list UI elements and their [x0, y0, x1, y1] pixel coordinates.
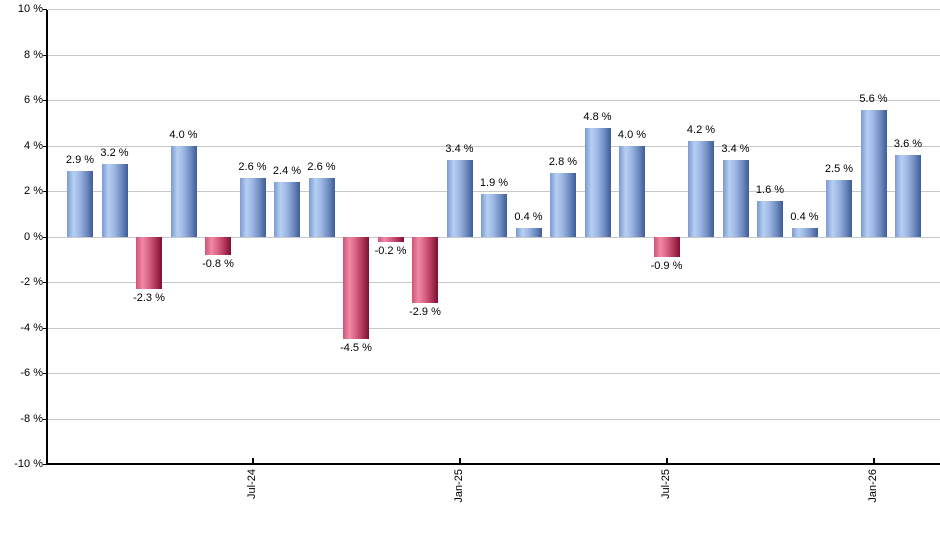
bar-value-label: 2.4 %: [272, 165, 302, 178]
bar-Aug-25: [688, 141, 714, 237]
gridline: [48, 100, 940, 101]
y-axis-tick: [43, 191, 47, 192]
bar-Nov-24: [377, 237, 404, 242]
bar-value-label: 4.2 %: [686, 124, 716, 137]
x-axis-tick-label: Jan-26: [866, 469, 879, 503]
bar-Apr-25: [550, 173, 576, 237]
bar-value-label: 0.4 %: [514, 210, 543, 223]
bar-Oct-25: [757, 200, 783, 237]
y-axis-tick: [43, 100, 47, 101]
y-axis-tick-label: 0 %: [24, 230, 43, 243]
bar-Mar-24: [101, 164, 128, 237]
bar-Aug-24: [274, 182, 300, 237]
bar-May-25: [584, 127, 611, 237]
bar-Jan-25: [446, 159, 473, 237]
bar-value-label: 3.6 %: [893, 138, 923, 151]
gridline: [48, 191, 940, 192]
gridline: [48, 418, 940, 420]
bar-value-label: 4.0 %: [169, 129, 198, 141]
y-axis-tick-label: 6 %: [24, 94, 43, 106]
bar-Jun-24: [205, 237, 231, 256]
bar-value-label: 1.9 %: [479, 176, 509, 189]
y-axis-tick-label: -8 %: [20, 412, 43, 425]
bar-value-label: -2.3 %: [133, 292, 165, 305]
bar-Sep-25: [722, 159, 749, 237]
y-axis-tick: [43, 54, 47, 56]
bar-value-label: 1.6 %: [755, 183, 785, 196]
gridline: [48, 327, 940, 329]
y-axis-tick: [43, 418, 47, 420]
bar-Jun-25: [619, 146, 645, 237]
bar-value-label: -0.2 %: [374, 244, 407, 257]
gridline: [48, 54, 940, 56]
bar-Feb-25: [481, 193, 507, 237]
y-axis-tick-label: 8 %: [24, 48, 43, 61]
bar-value-label: -0.9 %: [650, 260, 683, 273]
bar-value-label: 2.8 %: [548, 156, 578, 169]
bar-value-label: 2.9 %: [65, 154, 95, 167]
y-axis-tick: [43, 464, 47, 465]
y-axis-tick: [43, 373, 47, 374]
y-axis-tick: [43, 327, 47, 329]
bar-Sep-24: [308, 177, 335, 237]
gridline: [48, 236, 940, 238]
x-axis-tick-label: Jan-25: [452, 469, 465, 503]
bar-value-label: -2.9 %: [409, 305, 441, 318]
x-axis-tick: [872, 458, 875, 464]
bar-value-label: 4.0 %: [617, 129, 647, 141]
bar-Feb-24: [67, 171, 93, 237]
y-axis-tick: [43, 145, 47, 147]
bar-value-label: 2.6 %: [238, 160, 267, 173]
bar-value-label: 3.4 %: [445, 142, 474, 155]
bar-Nov-25: [791, 227, 818, 237]
bar-Jan-26: [860, 109, 887, 237]
x-axis-tick-label: Jul-24: [245, 469, 258, 499]
gridline: [48, 9, 940, 10]
bar-Apr-24: [136, 237, 162, 290]
x-axis-tick-label: Jul-25: [659, 469, 672, 499]
y-axis-tick-label: -10 %: [14, 458, 43, 470]
bar-value-label: 2.6 %: [307, 160, 336, 173]
y-axis-tick-label: -6 %: [20, 367, 43, 379]
gridline: [48, 282, 940, 283]
bar-Dec-24: [412, 237, 438, 303]
bar-Jul-25: [653, 237, 680, 258]
x-axis-tick: [665, 458, 668, 464]
bar-value-label: -4.5 %: [340, 342, 372, 355]
bar-value-label: 4.8 %: [583, 110, 612, 123]
bar-Feb-26: [895, 155, 921, 237]
y-axis-tick-label: 4 %: [24, 139, 43, 152]
gridline: [48, 145, 940, 147]
y-axis-tick-label: -4 %: [20, 321, 43, 334]
x-axis-tick: [458, 458, 461, 464]
y-axis-tick-label: 2 %: [24, 185, 43, 197]
x-axis-tick: [251, 458, 254, 464]
y-axis-tick: [43, 9, 47, 10]
x-axis-line: [46, 463, 940, 465]
y-axis-tick: [43, 236, 47, 238]
bar-value-label: 3.4 %: [721, 142, 750, 155]
bar-value-label: 0.4 %: [790, 210, 819, 223]
bar-Dec-25: [826, 180, 852, 237]
bar-value-label: 2.5 %: [824, 163, 854, 176]
gridline: [48, 373, 940, 374]
bar-value-label: 3.2 %: [100, 147, 129, 160]
y-axis-tick-label: 10 %: [17, 3, 43, 15]
bar-Oct-24: [343, 237, 369, 340]
bar-May-24: [170, 146, 197, 237]
y-axis-tick: [43, 282, 47, 283]
y-axis-tick-label: -2 %: [20, 276, 43, 288]
bar-value-label: -0.8 %: [202, 258, 234, 271]
bar-Jul-24: [239, 177, 266, 237]
y-axis-line: [46, 9, 48, 465]
bar-value-label: 5.6 %: [859, 92, 888, 105]
bar-Mar-25: [515, 227, 542, 237]
